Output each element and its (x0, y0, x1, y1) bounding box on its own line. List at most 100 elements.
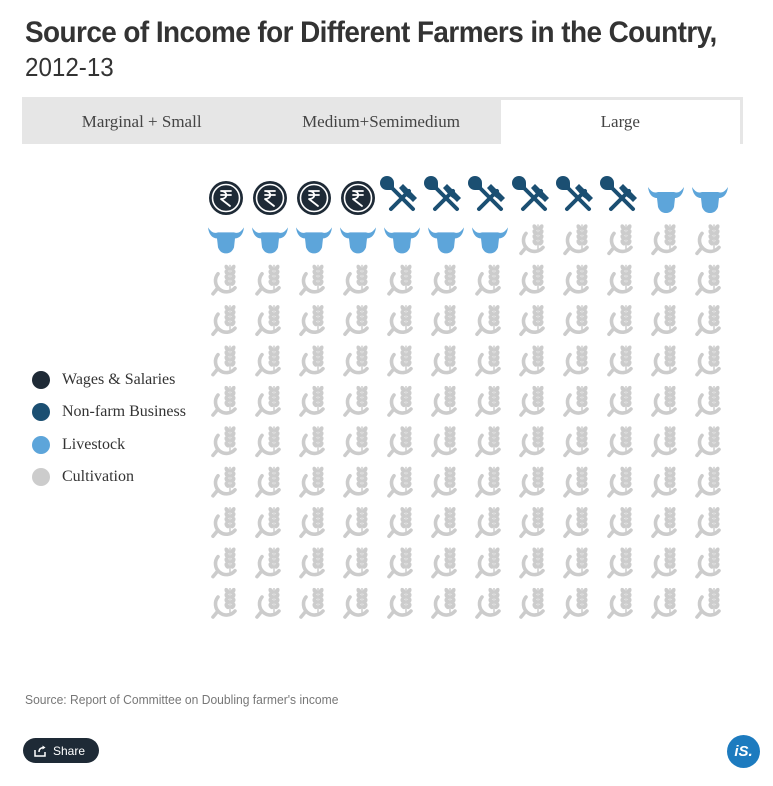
wheat-sickle-icon (475, 426, 501, 458)
wheat-sickle-icon (607, 264, 633, 296)
cow-head-icon (692, 187, 728, 213)
tab-medium-semimedium[interactable]: Medium+Semimedium (302, 112, 460, 131)
wheat-sickle-icon (607, 224, 633, 256)
wheat-sickle-icon (255, 587, 281, 619)
waffle-chart (208, 176, 728, 619)
legend-label-cultivation: Cultivation (62, 468, 134, 486)
legend-item-nonfarm: Non-farm Business (32, 396, 186, 428)
wheat-sickle-icon (431, 345, 457, 377)
wheat-sickle-icon (695, 426, 721, 458)
wheat-sickle-icon (651, 547, 677, 579)
rupee-coin-icon (341, 181, 375, 215)
wheat-sickle-icon (651, 305, 677, 337)
tab-marginal-small[interactable]: Marginal + Small (81, 112, 202, 131)
wheat-sickle-icon (695, 224, 721, 256)
wheat-sickle-icon (695, 345, 721, 377)
legend-item-cultivation: Cultivation (32, 461, 186, 493)
wheat-sickle-icon (431, 466, 457, 498)
wheat-sickle-icon (563, 587, 589, 619)
wheat-sickle-icon (387, 385, 413, 417)
legend-item-wages: Wages & Salaries (32, 364, 186, 396)
wheat-sickle-icon (299, 264, 325, 296)
cow-head-icon (428, 227, 464, 254)
hammer-wrench-icon (556, 176, 593, 211)
cow-head-icon (208, 227, 244, 254)
wheat-sickle-icon (695, 466, 721, 498)
wheat-sickle-icon (519, 426, 545, 458)
cow-head-icon (472, 227, 508, 254)
wheat-sickle-icon (299, 466, 325, 498)
legend-swatch-wages (32, 371, 50, 390)
tab-large[interactable]: Large (500, 100, 743, 144)
wheat-sickle-icon (563, 385, 589, 417)
wheat-sickle-icon (607, 466, 633, 498)
wheat-sickle-icon (211, 466, 237, 498)
legend-swatch-livestock (32, 435, 50, 454)
wheat-sickle-icon (255, 426, 281, 458)
wheat-sickle-icon (475, 385, 501, 417)
wheat-sickle-icon (519, 507, 545, 539)
wheat-sickle-icon (563, 426, 589, 458)
source-note: Source: Report of Committee on Doubling … (25, 692, 339, 707)
wheat-sickle-icon (651, 385, 677, 417)
wheat-sickle-icon (387, 305, 413, 337)
wheat-sickle-icon (607, 385, 633, 417)
wheat-sickle-icon (695, 305, 721, 337)
wheat-sickle-icon (607, 345, 633, 377)
wheat-sickle-icon (651, 507, 677, 539)
wheat-sickle-icon (651, 587, 677, 619)
chart-legend: Wages & Salaries Non-farm Business Lives… (32, 364, 186, 493)
wheat-sickle-icon (211, 305, 237, 337)
wheat-sickle-icon (651, 224, 677, 256)
wheat-sickle-icon (387, 547, 413, 579)
wheat-sickle-icon (651, 264, 677, 296)
wheat-sickle-icon (211, 345, 237, 377)
legend-swatch-cultivation (32, 468, 50, 487)
wheat-sickle-icon (475, 587, 501, 619)
wheat-sickle-icon (431, 507, 457, 539)
wheat-sickle-icon (255, 507, 281, 539)
wheat-sickle-icon (387, 587, 413, 619)
cow-head-icon (648, 187, 684, 213)
wheat-sickle-icon (563, 305, 589, 337)
chart-title-block: Source of Income for Different Farmers i… (25, 14, 765, 82)
wheat-sickle-icon (607, 305, 633, 337)
wheat-sickle-icon (255, 466, 281, 498)
rupee-coin-icon (253, 181, 287, 215)
wheat-sickle-icon (343, 426, 369, 458)
wheat-sickle-icon (475, 507, 501, 539)
wheat-sickle-icon (387, 264, 413, 296)
wheat-sickle-icon (431, 587, 457, 619)
wheat-sickle-icon (695, 385, 721, 417)
share-button[interactable]: Share (23, 738, 99, 763)
wheat-sickle-icon (387, 426, 413, 458)
wheat-sickle-icon (563, 507, 589, 539)
wheat-sickle-icon (343, 385, 369, 417)
wheat-sickle-icon (563, 224, 589, 256)
chart-title: Source of Income for Different Farmers i… (25, 16, 717, 49)
wheat-sickle-icon (343, 305, 369, 337)
wheat-sickle-icon (211, 587, 237, 619)
wheat-sickle-icon (211, 264, 237, 296)
wheat-sickle-icon (343, 264, 369, 296)
wheat-sickle-icon (651, 426, 677, 458)
wheat-sickle-icon (431, 426, 457, 458)
wheat-sickle-icon (299, 507, 325, 539)
wheat-sickle-icon (607, 587, 633, 619)
wheat-sickle-icon (519, 224, 545, 256)
wheat-sickle-icon (431, 547, 457, 579)
hammer-wrench-icon (600, 176, 637, 211)
wheat-sickle-icon (475, 547, 501, 579)
wheat-sickle-icon (387, 345, 413, 377)
cow-head-icon (296, 227, 332, 254)
legend-label-wages: Wages & Salaries (62, 371, 176, 389)
wheat-sickle-icon (607, 507, 633, 539)
wheat-sickle-icon (255, 345, 281, 377)
cow-head-icon (340, 227, 376, 254)
wheat-sickle-icon (299, 345, 325, 377)
rupee-coin-icon (209, 181, 243, 215)
wheat-sickle-icon (343, 587, 369, 619)
wheat-sickle-icon (519, 345, 545, 377)
wheat-sickle-icon (343, 466, 369, 498)
wheat-sickle-icon (211, 507, 237, 539)
